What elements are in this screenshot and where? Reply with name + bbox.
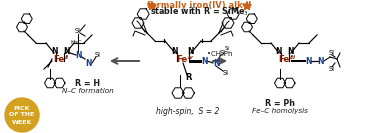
Text: Si: Si	[225, 47, 229, 51]
Text: R = H: R = H	[76, 78, 101, 88]
Text: high-spin,  S = 2: high-spin, S = 2	[156, 107, 220, 115]
Text: N: N	[188, 47, 194, 55]
Text: Si: Si	[329, 66, 335, 72]
Text: H₃C: H₃C	[70, 40, 82, 45]
Text: Si: Si	[75, 28, 81, 34]
Text: iii: iii	[290, 55, 296, 60]
Text: iv: iv	[187, 55, 194, 60]
Text: N: N	[305, 57, 311, 65]
Text: R: R	[186, 74, 192, 82]
Text: •CH₂Ph: •CH₂Ph	[207, 51, 233, 57]
Text: Fe: Fe	[53, 55, 65, 65]
Text: Si: Si	[223, 70, 229, 76]
Text: N–C formation: N–C formation	[62, 88, 114, 94]
Text: N: N	[201, 57, 207, 65]
Text: N: N	[75, 51, 81, 61]
Text: N: N	[51, 47, 57, 55]
Text: PICK
OF THE
WEEK: PICK OF THE WEEK	[9, 105, 35, 124]
Text: Si: Si	[220, 50, 226, 56]
Text: N: N	[276, 47, 282, 55]
Polygon shape	[148, 1, 156, 10]
Text: Si: Si	[95, 52, 101, 58]
Text: N: N	[213, 59, 219, 68]
Text: stable with R = SiMe$_3$: stable with R = SiMe$_3$	[150, 5, 249, 18]
Text: N: N	[63, 47, 69, 55]
Circle shape	[5, 98, 39, 132]
Text: Fe–C homolysis: Fe–C homolysis	[252, 108, 308, 114]
Text: R = Ph: R = Ph	[265, 99, 295, 107]
Text: Fe: Fe	[278, 55, 290, 65]
Text: N: N	[172, 47, 178, 55]
Polygon shape	[243, 1, 251, 10]
Text: N: N	[318, 57, 324, 65]
Text: N: N	[288, 47, 294, 55]
Text: Si: Si	[329, 50, 335, 56]
Text: N: N	[86, 59, 92, 68]
Text: ii: ii	[65, 55, 68, 60]
Text: Fe: Fe	[177, 55, 187, 65]
Text: formally iron(IV) alkyl: formally iron(IV) alkyl	[147, 1, 252, 11]
